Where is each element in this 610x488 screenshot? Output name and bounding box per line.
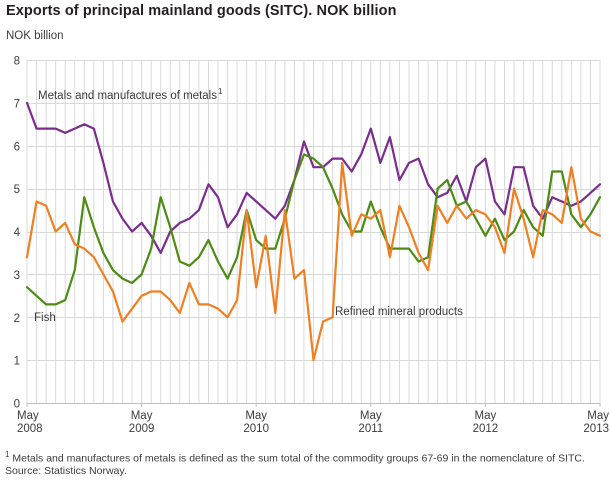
page-title: Exports of principal mainland goods (SIT… xyxy=(6,3,397,19)
y-tick-label: 3 xyxy=(14,270,20,282)
y-axis-title: NOK billion xyxy=(6,30,64,42)
series-line xyxy=(25,153,602,306)
y-tick-label: 6 xyxy=(14,141,20,153)
y-tick-label: 4 xyxy=(14,227,21,239)
data-series-group xyxy=(25,101,602,362)
annotation-fish: Fish xyxy=(34,312,56,324)
series-line xyxy=(25,101,602,255)
source-note: Source: Statistics Norway. xyxy=(5,465,127,478)
series-line xyxy=(25,161,602,362)
x-tick-label-month: May xyxy=(245,410,267,422)
y-axis-tick-labels: 0 1 2 3 4 5 6 7 8 xyxy=(14,56,21,411)
y-tick-label: 0 xyxy=(14,399,20,411)
x-tick-label-year: 2011 xyxy=(358,423,383,435)
x-tick-label-year: 2012 xyxy=(473,423,499,435)
footnote-marker: 1 xyxy=(5,450,10,459)
x-tick-label-year: 2009 xyxy=(129,423,155,435)
y-tick-label: 2 xyxy=(14,313,20,325)
x-tick-label-month: May xyxy=(587,410,609,422)
footnote-text: Metals and manufactures of metals is def… xyxy=(12,452,585,465)
x-tick-label-month: May xyxy=(131,410,153,422)
y-tick-label: 8 xyxy=(14,56,20,68)
annotation-metals: Metals and manufactures of metals xyxy=(38,90,217,102)
y-tick-label: 5 xyxy=(14,184,20,196)
x-tick-label-month: May xyxy=(17,410,39,422)
x-axis-tick-labels: May2008May2009May2010May2011May2012May20… xyxy=(17,410,609,435)
x-tick-label-month: May xyxy=(360,410,382,422)
annotation-metals-superscript: 1 xyxy=(218,87,223,96)
x-tick-label-year: 2010 xyxy=(243,423,269,435)
footnote-1: 1 Metals and manufactures of metals is d… xyxy=(5,449,605,465)
footnotes-block: 1 Metals and manufactures of metals is d… xyxy=(5,449,605,478)
x-tick-label-month: May xyxy=(475,410,497,422)
x-tick-label-year: 2013 xyxy=(583,423,609,435)
y-tick-label: 1 xyxy=(14,356,20,368)
annotation-refined-mineral-products: Refined mineral products xyxy=(335,306,463,318)
y-tick-label: 7 xyxy=(14,98,20,110)
x-tick-label-year: 2008 xyxy=(17,423,43,435)
